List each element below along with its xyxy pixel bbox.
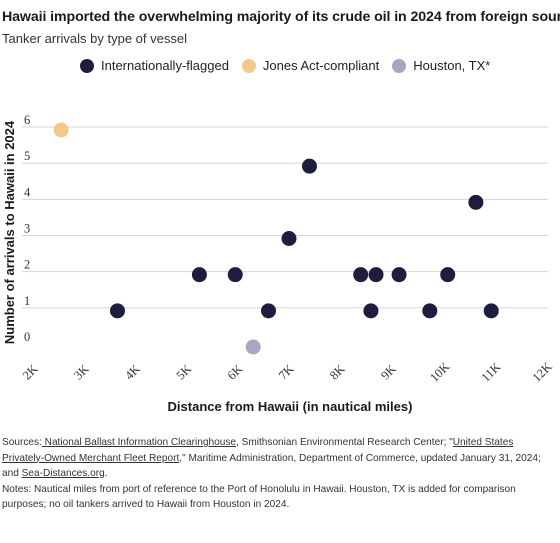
x-tick-label: 2K xyxy=(20,362,41,383)
legend-item-houston: Houston, TX* xyxy=(392,58,490,73)
y-tick-label: 1 xyxy=(24,294,30,308)
sources-text-2: ," Maritime Administration, Department o… xyxy=(2,452,541,480)
legend-swatch-international xyxy=(80,58,94,73)
chart-title: Hawaii imported the overwhelming majorit… xyxy=(2,9,560,25)
legend-swatch-jones-act xyxy=(241,58,256,73)
data-point-internationally-flagged xyxy=(422,303,438,319)
notes: Notes: Nautical miles from port of refer… xyxy=(2,483,516,511)
x-axis-ticks: 2K 3K 4K 5K 6K 7K 8K 9K 10K 11K 12K xyxy=(20,360,555,385)
data-point-internationally-flagged xyxy=(353,267,369,283)
y-tick-label: 2 xyxy=(24,258,30,272)
x-tick-label: 11K xyxy=(479,360,504,385)
source-link-nbic[interactable]: National Ballast Information Clearinghou… xyxy=(41,437,236,448)
sources-text-1: , Smithsonian Environmental Research Cen… xyxy=(235,437,453,448)
legend: Internationally-flagged Jones Act-compli… xyxy=(80,58,503,73)
x-tick-label: 12K xyxy=(530,360,555,385)
x-axis-title: Distance from Hawaii (in nautical miles) xyxy=(168,399,413,414)
x-tick-label: 7K xyxy=(276,362,297,383)
y-tick-label: 3 xyxy=(24,222,30,236)
sources-note: Sources: National Ballast Information Cl… xyxy=(2,435,550,482)
legend-swatch-houston xyxy=(392,58,407,73)
source-link-sea-distances[interactable]: Sea-Distances.org xyxy=(21,468,105,479)
x-tick-label: 5K xyxy=(173,362,194,383)
chart-subtitle: Tanker arrivals by type of vessel xyxy=(2,31,187,46)
data-point-internationally-flagged xyxy=(261,303,277,319)
x-tick-label: 8K xyxy=(327,362,348,383)
x-tick-label: 3K xyxy=(71,362,92,383)
legend-label-international: Internationally-flagged xyxy=(101,58,229,73)
data-point-internationally-flagged xyxy=(363,303,379,319)
y-tick-label: 0 xyxy=(24,330,30,344)
data-points xyxy=(53,122,499,355)
x-tick-label: 4K xyxy=(122,362,143,383)
data-point-internationally-flagged xyxy=(391,267,407,283)
data-point-internationally-flagged xyxy=(191,267,207,283)
sources-label: Sources: xyxy=(2,437,42,448)
data-point-internationally-flagged xyxy=(227,267,243,283)
y-axis-ticks: 0 1 2 3 4 5 6 xyxy=(24,113,31,344)
data-point-internationally-flagged xyxy=(468,194,484,210)
legend-item-international: Internationally-flagged xyxy=(80,58,229,73)
data-point-internationally-flagged xyxy=(483,303,499,319)
y-tick-label: 5 xyxy=(24,149,30,163)
gridlines xyxy=(22,126,548,309)
legend-label-houston: Houston, TX* xyxy=(413,58,491,73)
sources-text-3: . xyxy=(104,468,108,479)
y-axis-title: Number of arrivals to Hawaii in 2024 xyxy=(2,120,17,344)
legend-label-jones-act: Jones Act-compliant xyxy=(262,58,380,73)
data-point-internationally-flagged xyxy=(368,267,384,283)
source-link-marad[interactable]: United States Privately-Owned Merchant F… xyxy=(2,437,514,464)
legend-item-jones-act: Jones Act-compliant xyxy=(241,58,380,73)
data-point-internationally-flagged xyxy=(440,267,456,283)
x-tick-label: 9K xyxy=(378,362,399,383)
y-tick-label: 4 xyxy=(24,185,31,199)
x-tick-label: 10K xyxy=(427,360,452,385)
data-point-internationally-flagged xyxy=(281,231,297,246)
footer: Sources: National Ballast Information Cl… xyxy=(2,435,550,513)
data-point-internationally-flagged xyxy=(109,303,125,319)
data-point-jones-act-compliant xyxy=(53,122,69,138)
x-tick-label: 6K xyxy=(225,362,246,383)
y-tick-label: 6 xyxy=(24,113,30,127)
data-point-internationally-flagged xyxy=(301,158,317,174)
scatter-chart: 0 1 2 3 4 5 6 2K 3K 4K 5K 6K 7K 8K 9K 10K 11K 12K Number… xyxy=(2,113,555,414)
data-point-houston-tx xyxy=(245,339,261,355)
